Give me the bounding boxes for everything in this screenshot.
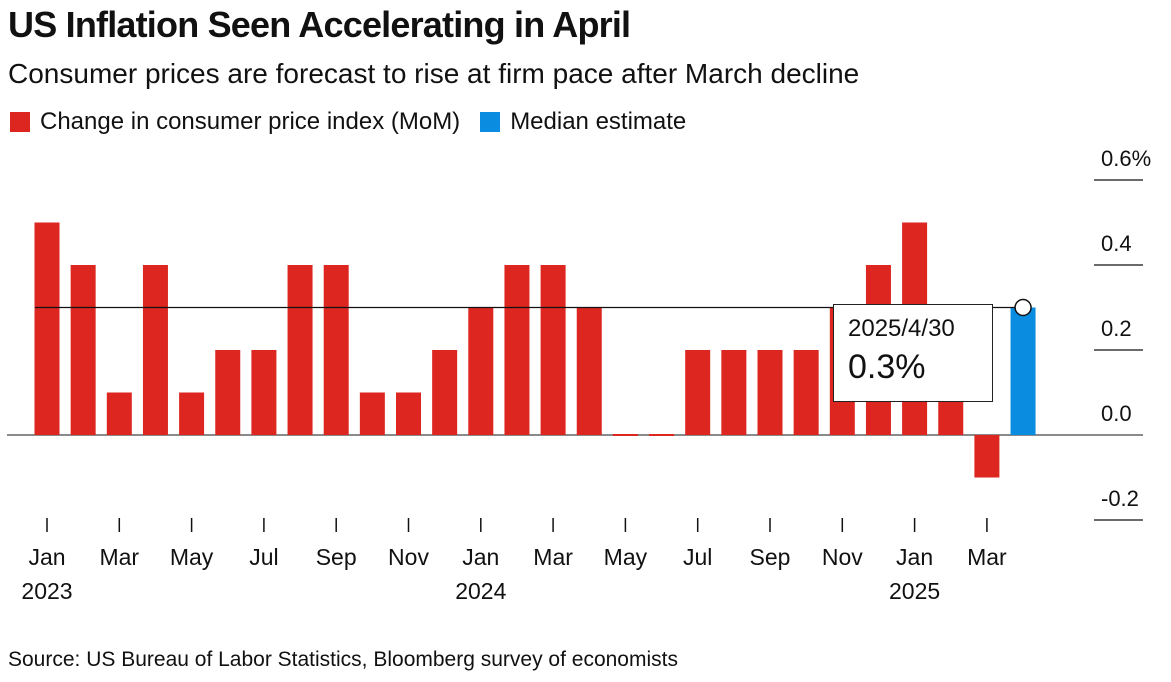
y-tick-label: -0.2 xyxy=(1101,486,1139,511)
x-tick-year-label: 2024 xyxy=(455,578,506,604)
cpi-bar xyxy=(323,265,349,435)
x-tick-label: Mar xyxy=(967,544,1007,570)
x-tick-label: Sep xyxy=(750,544,791,570)
cpi-bar xyxy=(721,350,747,435)
legend-swatch-cpi-change xyxy=(10,112,30,132)
y-tick-label: 0.0 xyxy=(1101,401,1132,426)
x-tick-label: Jan xyxy=(896,544,933,570)
median-estimate-bar xyxy=(1010,307,1036,435)
cpi-bar xyxy=(106,392,132,435)
y-tick-label: 0.4 xyxy=(1101,231,1132,256)
x-tick-label: Mar xyxy=(533,544,573,570)
x-tick-label: May xyxy=(170,544,214,570)
cpi-bar xyxy=(468,307,494,435)
cpi-bar xyxy=(396,392,421,435)
x-tick-label: Jan xyxy=(28,544,65,570)
legend-item-cpi-change: Change in consumer price index (MoM) xyxy=(10,108,460,136)
chart-legend: Change in consumer price index (MoM) Med… xyxy=(10,108,706,136)
cpi-bar xyxy=(649,434,675,436)
x-tick-year-label: 2023 xyxy=(21,578,72,604)
cpi-bar xyxy=(359,392,385,435)
estimate-marker xyxy=(1014,298,1032,317)
x-tick-label: Jan xyxy=(462,544,499,570)
chart-subtitle: Consumer prices are forecast to rise at … xyxy=(8,58,860,89)
cpi-bar xyxy=(34,222,60,435)
legend-item-median-estimate: Median estimate xyxy=(480,108,686,136)
cpi-bar xyxy=(793,350,819,435)
cpi-bar xyxy=(251,350,277,435)
legend-swatch-median-estimate xyxy=(480,112,501,132)
cpi-bar xyxy=(974,435,1000,478)
x-tick-label: Mar xyxy=(99,544,139,570)
tooltip-date: 2025/4/30 xyxy=(848,315,955,342)
x-tick-label: May xyxy=(604,544,648,570)
tooltip-value: 0.3% xyxy=(848,348,926,386)
x-tick-year-label: 2025 xyxy=(889,578,940,604)
x-tick-label: Jul xyxy=(683,544,712,570)
cpi-bar xyxy=(142,265,168,435)
cpi-bar xyxy=(685,350,711,435)
cpi-bar xyxy=(540,265,566,435)
cpi-bar xyxy=(287,265,313,435)
cpi-bar xyxy=(179,392,205,435)
legend-label-cpi-change: Change in consumer price index (MoM) xyxy=(40,108,461,135)
y-tick-label: 0.2 xyxy=(1101,316,1132,341)
cpi-bar xyxy=(757,350,783,435)
x-tick-label: Nov xyxy=(822,544,863,570)
cpi-bar xyxy=(70,265,96,435)
cpi-bar xyxy=(504,265,530,435)
x-tick-label: Sep xyxy=(316,544,357,570)
x-tick-label: Jul xyxy=(249,544,278,570)
estimate-tooltip: 2025/4/30 0.3% xyxy=(833,304,993,402)
cpi-bar xyxy=(215,350,241,435)
source-note: Source: US Bureau of Labor Statistics, B… xyxy=(8,648,678,671)
y-tick-label: 0.6% xyxy=(1101,146,1151,171)
cpi-bar xyxy=(612,434,638,436)
cpi-bar xyxy=(576,307,602,435)
legend-label-median-estimate: Median estimate xyxy=(510,108,687,135)
cpi-bar xyxy=(432,350,458,435)
x-tick-label: Nov xyxy=(388,544,429,570)
chart-title: US Inflation Seen Accelerating in April xyxy=(8,4,631,45)
